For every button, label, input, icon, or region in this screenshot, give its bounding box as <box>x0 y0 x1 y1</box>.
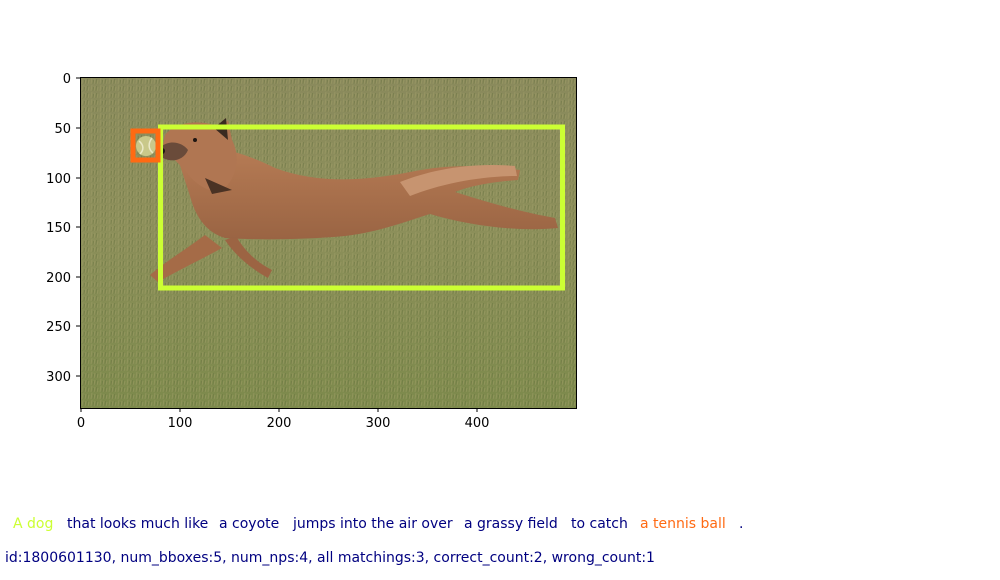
caption-phrase: A dog <box>13 516 54 532</box>
y-tick-label: 100 <box>46 172 71 187</box>
bbox-dog <box>158 124 565 291</box>
tennis-ball <box>136 136 156 156</box>
x-tick-label: 300 <box>366 416 391 431</box>
x-tick-label: 0 <box>77 416 85 431</box>
caption-phrase: jumps into the air over <box>293 516 453 532</box>
info-line: id:1800601130, num_bboxes:5, num_nps:4, … <box>5 550 655 566</box>
y-tick-label: 0 <box>63 72 71 87</box>
y-axis: 0 50 100 150 200 250 300 <box>46 72 80 385</box>
x-tick-label: 200 <box>267 416 292 431</box>
photo <box>81 78 576 408</box>
caption-phrase: a tennis ball <box>640 516 726 532</box>
y-tick-label: 300 <box>46 370 71 385</box>
caption: A dog that looks much like a coyote jump… <box>0 516 1000 536</box>
y-tick-label: 50 <box>54 122 71 137</box>
y-tick-label: 150 <box>46 221 71 236</box>
image-plot: 0 50 100 150 200 250 300 0 100 200 300 4… <box>46 72 577 431</box>
caption-phrase: a grassy field <box>464 516 558 532</box>
bbox-tennis-ball <box>130 128 161 163</box>
y-tick-label: 200 <box>46 271 71 286</box>
caption-phrase: that looks much like <box>67 516 209 532</box>
x-tick-label: 400 <box>465 416 490 431</box>
x-axis: 0 100 200 300 400 <box>77 408 490 431</box>
caption-phrase: to catch <box>571 516 628 532</box>
caption-phrase: a coyote <box>219 516 280 532</box>
caption-phrase: . <box>739 516 744 532</box>
x-tick-label: 100 <box>168 416 193 431</box>
y-tick-label: 250 <box>46 320 71 335</box>
axes-frame <box>80 77 577 409</box>
